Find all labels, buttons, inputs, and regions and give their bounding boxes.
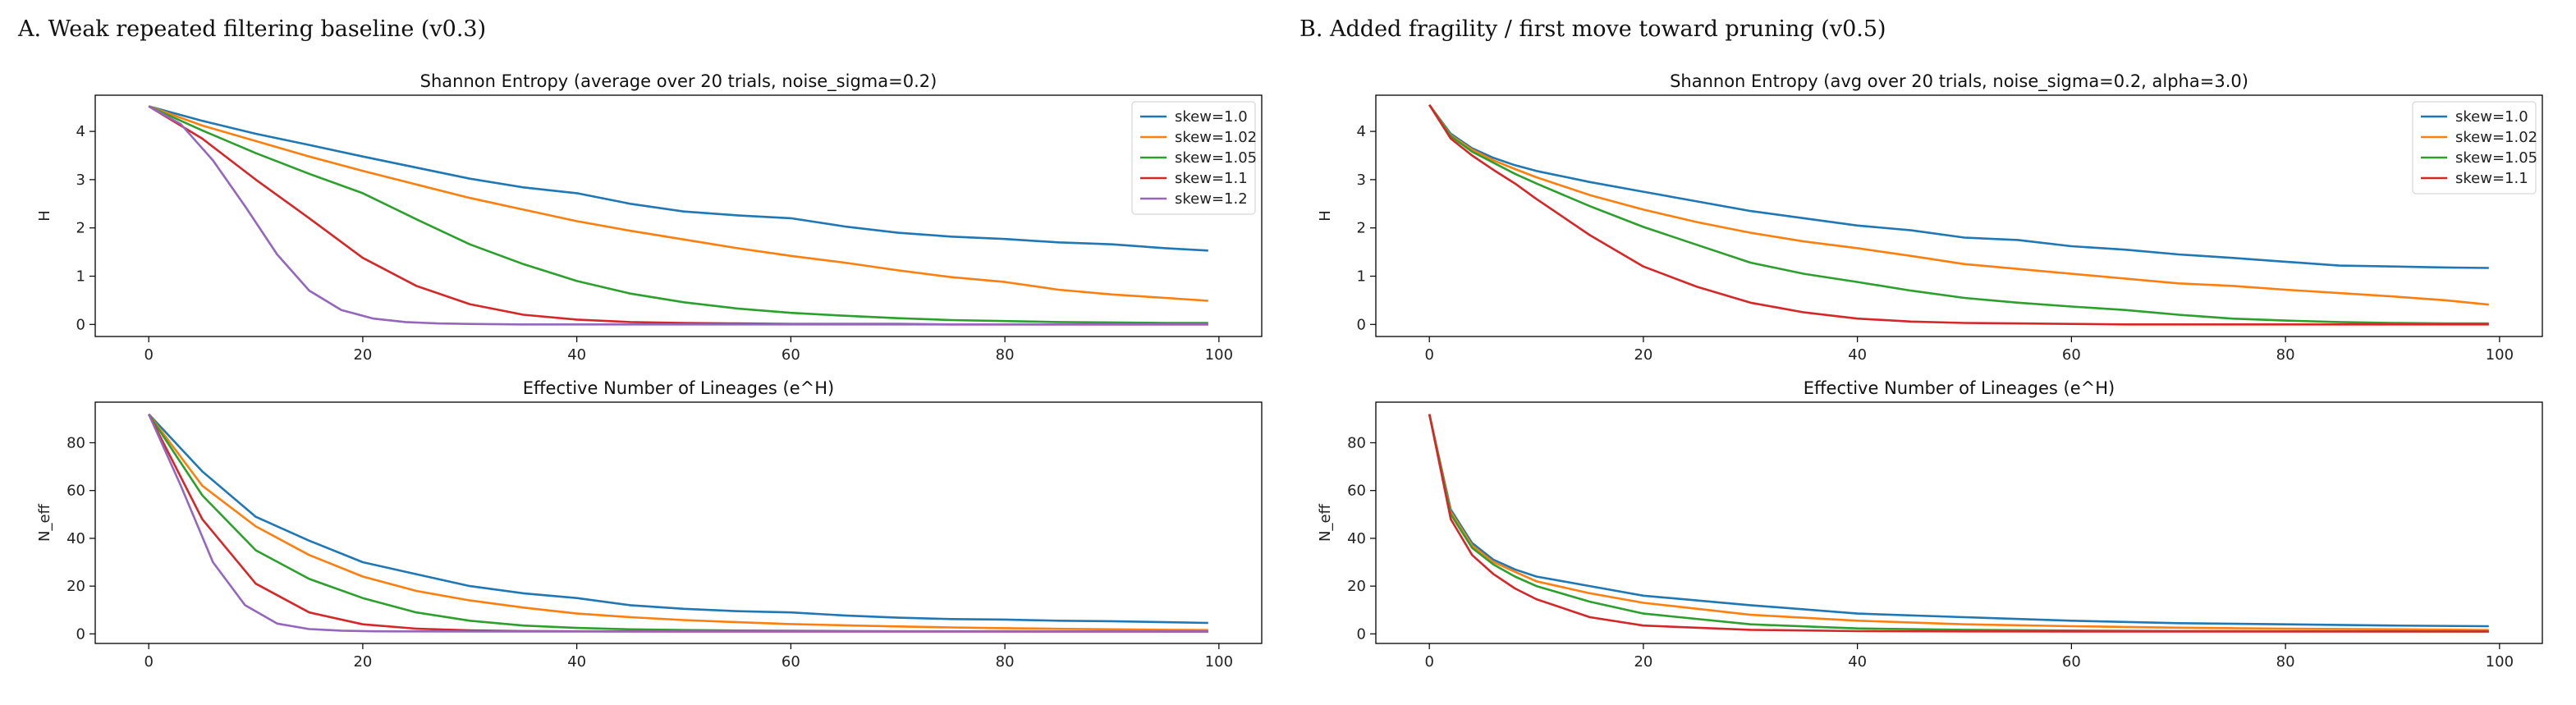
b-entropy-legend-label: skew=1.05 bbox=[2455, 149, 2537, 167]
a-entropy-xtick-label: 40 bbox=[567, 346, 586, 364]
a-entropy-series-line bbox=[148, 105, 1208, 302]
b-neff-xtick-label: 0 bbox=[1424, 653, 1433, 671]
b-neff-series-line bbox=[1428, 414, 2489, 631]
b-entropy-xtick-label: 0 bbox=[1424, 346, 1433, 364]
b-neff-xtick-label: 100 bbox=[2486, 653, 2514, 671]
a-entropy-xtick-label: 80 bbox=[996, 346, 1015, 364]
a-neff-axes-frame bbox=[94, 401, 1263, 644]
a-neff-series-line bbox=[148, 413, 1208, 631]
a-neff-series-line bbox=[148, 413, 1208, 625]
b-neff-axes-frame bbox=[1375, 401, 2543, 644]
a-entropy-xtick-label: 20 bbox=[353, 346, 372, 364]
b-neff-title: Effective Number of Lineages (e^H) bbox=[1804, 378, 2115, 398]
b-entropy-series-line bbox=[1428, 104, 2489, 306]
b-entropy-ytick-label: 0 bbox=[1357, 316, 1366, 333]
b-neff-series-line bbox=[1428, 414, 2489, 628]
a-neff-xtick-label: 0 bbox=[144, 653, 153, 671]
b-entropy-xtick-label: 60 bbox=[2062, 346, 2081, 364]
b-entropy-xtick-label: 20 bbox=[1634, 346, 1652, 364]
a-entropy-ytick-label: 0 bbox=[76, 316, 85, 333]
b-entropy-ytick-label: 3 bbox=[1357, 172, 1366, 189]
a-neff-series-line bbox=[148, 414, 1208, 633]
a-neff-xtick-label: 80 bbox=[996, 653, 1015, 671]
b-entropy-series-line bbox=[1428, 104, 2489, 269]
a-neff-xtick-label: 60 bbox=[782, 653, 800, 671]
a-entropy-ytick-label: 2 bbox=[76, 220, 85, 237]
a-entropy-series-line bbox=[148, 105, 1208, 326]
a-neff-ytick-label: 80 bbox=[66, 434, 85, 451]
b-neff-xtick-label: 80 bbox=[2276, 653, 2295, 671]
panel-b-title: B. Added fragility / first move toward p… bbox=[1299, 16, 1886, 42]
b-neff-ylabel: N_eff bbox=[1317, 503, 1334, 542]
b-entropy-legend-label: skew=1.02 bbox=[2455, 129, 2537, 146]
a-entropy-legend-label: skew=1.1 bbox=[1175, 170, 1248, 187]
b-entropy-legend-label: skew=1.0 bbox=[2455, 108, 2528, 126]
b-neff-xtick-label: 60 bbox=[2062, 653, 2081, 671]
a-entropy-ytick-label: 3 bbox=[76, 172, 85, 189]
a-entropy-series-line bbox=[148, 105, 1208, 324]
b-neff-ytick-label: 60 bbox=[1347, 483, 1366, 500]
a-neff-xtick-label: 100 bbox=[1205, 653, 1233, 671]
a-neff-ytick-label: 20 bbox=[66, 578, 85, 595]
a-neff-series-line bbox=[148, 413, 1208, 633]
a-neff-xtick-label: 40 bbox=[567, 653, 586, 671]
a-neff-title: Effective Number of Lineages (e^H) bbox=[523, 378, 834, 398]
panel-a-title: A. Weak repeated filtering baseline (v0.… bbox=[18, 16, 487, 42]
a-entropy-legend-label: skew=1.0 bbox=[1175, 108, 1248, 126]
a-entropy-title: Shannon Entropy (average over 20 trials,… bbox=[420, 71, 937, 92]
b-entropy-ytick-label: 4 bbox=[1357, 123, 1366, 140]
a-entropy-legend-box bbox=[1131, 101, 1256, 215]
a-neff-ylabel: N_eff bbox=[36, 503, 53, 542]
a-neff-ytick-label: 60 bbox=[66, 483, 85, 500]
b-entropy-xtick-label: 80 bbox=[2276, 346, 2295, 364]
a-neff-ytick-label: 0 bbox=[76, 625, 85, 643]
b-neff-series-line bbox=[1428, 414, 2489, 633]
b-entropy-ytick-label: 1 bbox=[1357, 268, 1366, 286]
a-neff-ytick-label: 40 bbox=[66, 530, 85, 547]
a-entropy-xtick-label: 0 bbox=[144, 346, 153, 364]
a-entropy-xtick-label: 60 bbox=[782, 346, 800, 364]
a-entropy-axes-frame bbox=[94, 94, 1263, 337]
b-entropy-ylabel: H bbox=[1317, 210, 1334, 222]
b-neff-ytick-label: 80 bbox=[1347, 434, 1366, 451]
b-entropy-xtick-label: 40 bbox=[1848, 346, 1867, 364]
b-neff-ytick-label: 0 bbox=[1357, 625, 1366, 643]
a-entropy-legend-label: skew=1.02 bbox=[1175, 129, 1257, 146]
a-entropy-ylabel: H bbox=[36, 210, 53, 222]
a-entropy-series-line bbox=[148, 105, 1208, 252]
b-neff-xtick-label: 40 bbox=[1848, 653, 1867, 671]
a-entropy-legend-label: skew=1.05 bbox=[1175, 149, 1257, 167]
b-entropy-series-line bbox=[1428, 104, 2489, 326]
b-entropy-title: Shannon Entropy (avg over 20 trials, noi… bbox=[1670, 71, 2248, 92]
a-entropy-series-line bbox=[148, 105, 1208, 326]
b-neff-ytick-label: 20 bbox=[1347, 578, 1366, 595]
a-entropy-legend-label: skew=1.2 bbox=[1175, 190, 1248, 208]
b-entropy-ytick-label: 2 bbox=[1357, 220, 1366, 237]
a-entropy-ytick-label: 4 bbox=[76, 123, 85, 140]
b-entropy-axes-frame bbox=[1375, 94, 2543, 337]
b-entropy-series-line bbox=[1428, 104, 2489, 325]
a-neff-series-line bbox=[148, 414, 1208, 633]
b-neff-series-line bbox=[1428, 414, 2489, 633]
a-entropy-ytick-label: 1 bbox=[76, 268, 85, 286]
b-entropy-legend-label: skew=1.1 bbox=[2455, 170, 2528, 187]
b-entropy-legend-box bbox=[2412, 101, 2537, 195]
a-entropy-xtick-label: 100 bbox=[1205, 346, 1233, 364]
b-entropy-xtick-label: 100 bbox=[2486, 346, 2514, 364]
b-neff-ytick-label: 40 bbox=[1347, 530, 1366, 547]
b-neff-xtick-label: 20 bbox=[1634, 653, 1652, 671]
a-neff-xtick-label: 20 bbox=[353, 653, 372, 671]
